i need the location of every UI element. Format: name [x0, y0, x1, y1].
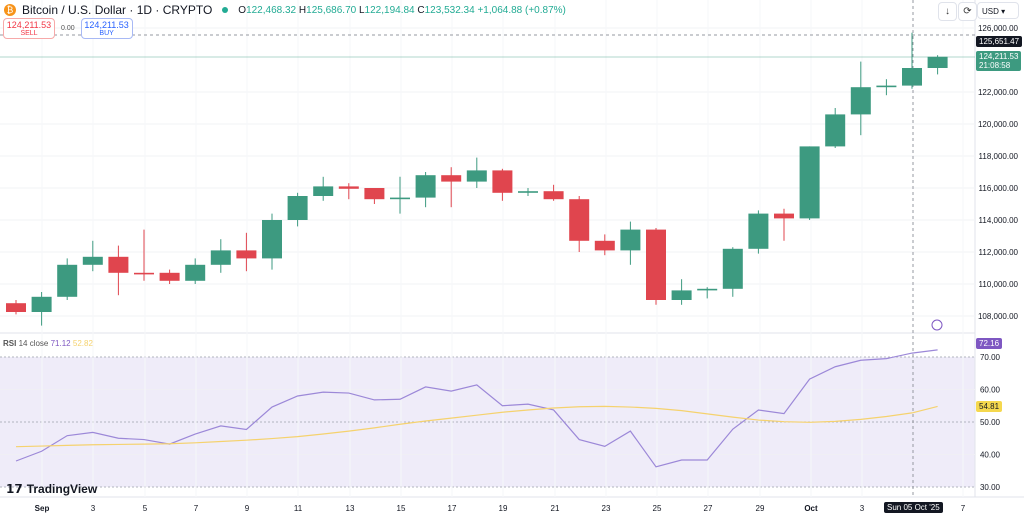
currency-select[interactable]: USD ▾	[977, 2, 1019, 19]
symbol-header: ₿ Bitcoin / U.S. Dollar · 1D · CRYPTO O1…	[4, 3, 566, 17]
candle-up	[825, 114, 846, 147]
time-tick-label: 17	[448, 504, 457, 513]
time-tick-label: 7	[194, 504, 199, 513]
time-tick-label: 13	[346, 504, 355, 513]
rsi-ma-line	[15, 405, 938, 448]
time-tick-label: Sep	[35, 504, 50, 513]
candle-up	[697, 288, 718, 291]
time-tick-label: 9	[245, 504, 250, 513]
candle-down	[236, 250, 257, 259]
candle-down	[159, 272, 180, 281]
price-tick-label: 116,000.00	[979, 184, 1019, 193]
buy-button[interactable]: 124,211.53 BUY	[80, 18, 133, 39]
price-tick-label: 122,000.00	[978, 88, 1019, 97]
rsi-tick-label: 50.00	[980, 418, 1001, 427]
time-tick-label: 23	[602, 504, 611, 513]
candle-up	[722, 248, 743, 289]
download-icon[interactable]: ↓	[938, 2, 957, 21]
candle-up	[620, 229, 641, 251]
time-tick-label: 15	[397, 504, 406, 513]
candle-down	[569, 199, 590, 241]
time-tick-label: 11	[294, 504, 303, 513]
price-tick-label: 114,000.00	[979, 216, 1019, 225]
candle-up	[313, 186, 334, 196]
candle-down	[338, 186, 359, 189]
candle-up	[927, 56, 948, 68]
candle-up	[671, 290, 692, 300]
candle-up	[82, 256, 103, 265]
rsi-tick-label: 60.00	[980, 386, 1001, 395]
candle-up	[390, 197, 410, 200]
time-tick-label: 3	[91, 504, 96, 513]
candle-up	[876, 85, 897, 88]
rsi-tick-label: 30.00	[980, 483, 1001, 492]
price-tick-label: 112,000.00	[979, 248, 1019, 257]
candle-up	[850, 87, 871, 115]
candle-down	[492, 170, 513, 193]
rsi-last-label: 72.16	[976, 338, 1003, 349]
spread: 0.00	[61, 25, 75, 32]
time-tick-label: 19	[499, 504, 508, 513]
candle-up	[262, 220, 282, 259]
event-icon	[931, 319, 943, 331]
tradingview-logo[interactable]: 𝟭𝟳 TradingView	[6, 482, 98, 496]
candle-down	[594, 240, 615, 251]
candle-down	[441, 175, 462, 182]
time-tick-label: 5	[143, 504, 148, 513]
candle-down	[646, 229, 666, 300]
rsi-tick-label: 70.00	[980, 353, 1001, 362]
time-tick-label: 7	[961, 504, 966, 513]
candle-down	[774, 213, 794, 219]
candle-up	[287, 196, 308, 220]
candle-down	[364, 188, 385, 200]
candle-down	[6, 303, 26, 312]
candle-up	[185, 264, 206, 281]
time-tick-label: 29	[756, 504, 765, 513]
price-tick-label: 108,000.00	[978, 312, 1019, 321]
refresh-icon[interactable]: ⟳	[958, 2, 977, 21]
rsi-legend[interactable]: RSI 14 close 71.12 52.82	[3, 339, 93, 348]
candle-up	[31, 296, 52, 312]
sell-button[interactable]: 124,211.53 SELL	[3, 18, 55, 39]
candle-down	[108, 256, 129, 273]
rsi-tick-label: 40.00	[980, 451, 1001, 460]
price-tick-label: 126,000.00	[978, 24, 1019, 33]
candle-up	[415, 175, 436, 198]
trade-panel: 124,211.53 SELL 0.00 124,211.53 BUY	[3, 18, 133, 39]
ohlc-values: O122,468.32 H125,686.70 L122,194.84 C123…	[238, 4, 566, 16]
last-price-label: 124,211.53 21:08:58	[976, 51, 1022, 71]
price-tick-label: 110,000.00	[979, 280, 1019, 289]
price-tick-label: 118,000.00	[979, 152, 1019, 161]
time-tick-label: 21	[551, 504, 560, 513]
symbol-title[interactable]: Bitcoin / U.S. Dollar · 1D · CRYPTO	[22, 3, 213, 17]
time-tick-label: 27	[704, 504, 713, 513]
time-tick-label: 25	[653, 504, 662, 513]
price-tick-label: 120,000.00	[978, 120, 1019, 129]
time-tick-label: 3	[860, 504, 865, 513]
bitcoin-icon: ₿	[4, 4, 16, 16]
crosshair-date-label: Sun 05 Oct '25	[884, 502, 943, 513]
candle-up	[57, 264, 78, 297]
candle-up	[518, 191, 538, 193]
candle-down	[543, 191, 564, 200]
rsi-ma-last-label: 54.81	[976, 401, 1003, 412]
candle-up	[902, 68, 922, 86]
market-status-icon	[222, 7, 229, 13]
candle-up	[748, 213, 769, 249]
candle-up	[799, 146, 820, 219]
time-tick-label: Oct	[804, 504, 818, 513]
candle-down	[134, 272, 154, 275]
candle-up	[466, 170, 487, 182]
crosshair-price-label: 125,651.47	[976, 36, 1023, 47]
tradingview-logo-icon: 𝟭𝟳	[6, 482, 23, 496]
candle-up	[210, 250, 231, 265]
